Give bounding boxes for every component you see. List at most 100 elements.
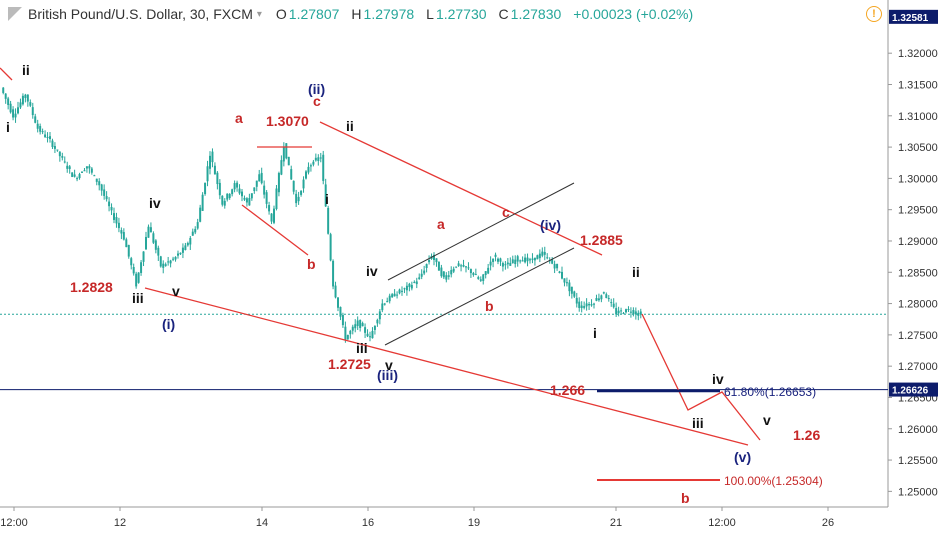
candle-body (300, 190, 303, 195)
candle-body (526, 257, 529, 262)
candle-body (191, 231, 194, 236)
candle-body (167, 261, 170, 263)
price-1-2828: 1.2828 (70, 279, 113, 295)
y-tick-label: 1.25000 (898, 486, 938, 498)
candle-body (88, 166, 91, 169)
candle-body (344, 326, 347, 340)
candle-body (423, 270, 426, 274)
price-1-3070: 1.3070 (266, 113, 309, 129)
candle-body (162, 263, 165, 268)
candle-body (125, 239, 128, 248)
warning-icon[interactable]: ! (866, 6, 882, 22)
candle-body (194, 228, 197, 233)
candle-body (189, 237, 192, 245)
wave-ii-b-label: ii (346, 118, 354, 134)
wave-b2-label: b (485, 298, 494, 314)
candle-body (509, 262, 512, 266)
candle-body (563, 278, 566, 283)
channel-upper[interactable] (387, 182, 575, 281)
projection-path[interactable] (641, 313, 761, 441)
candle-body (31, 107, 34, 116)
x-tick-label: 19 (468, 517, 480, 529)
upper-trendline[interactable] (319, 121, 603, 256)
candle-body (334, 285, 337, 298)
candle-body (585, 303, 588, 307)
candle-body (275, 188, 278, 210)
candle-body (477, 277, 480, 279)
candle-body (497, 258, 499, 262)
wave-b-line[interactable] (241, 204, 309, 256)
candle-body (56, 149, 59, 151)
candle-body (93, 175, 96, 177)
candle-body (359, 319, 362, 328)
wave-a-label: a (235, 110, 243, 126)
candle-body (295, 193, 298, 204)
candle-body (361, 323, 364, 327)
candle-body (95, 178, 98, 182)
candle-body (492, 258, 495, 262)
candle-body (531, 258, 534, 260)
candle-body (226, 193, 229, 200)
candle-body (7, 98, 10, 105)
candle-body (332, 260, 335, 287)
candle-body (29, 102, 32, 106)
fib-618-label: 61.80%(1.26653) (724, 385, 816, 399)
x-tick-label: 26 (822, 517, 834, 529)
dropdown-chevron-icon[interactable]: ▾ (256, 8, 262, 20)
candle-body (521, 260, 524, 262)
candle-body (433, 254, 435, 260)
wave-i-b-label: i (325, 191, 329, 207)
candle-body (627, 309, 630, 311)
price-1-266: 1.266 (550, 382, 585, 398)
start-line[interactable] (0, 67, 13, 81)
candle-body (632, 310, 635, 315)
candle-body (442, 271, 445, 278)
open-label: O (275, 6, 287, 22)
candle-body (66, 165, 69, 169)
candle-body (506, 262, 509, 265)
candle-body (201, 194, 204, 211)
candle-body (314, 157, 317, 161)
candle-body (12, 109, 15, 118)
wave-ii-c-label: ii (632, 264, 640, 280)
price-badge-bg (889, 9, 938, 24)
wave-iii-c-label: iii (692, 415, 704, 431)
candle-body (346, 334, 349, 340)
lower-trendline[interactable] (144, 287, 749, 446)
candle-body (376, 319, 379, 324)
candle-body (396, 294, 399, 296)
candle-body (258, 174, 261, 182)
candle-body (179, 252, 182, 255)
candle-body (469, 269, 472, 274)
candle-body (494, 254, 497, 257)
candle-body (440, 267, 443, 277)
y-tick-label: 1.30000 (898, 173, 938, 185)
drawing-tools[interactable] (0, 67, 761, 481)
price-badge-label: 1.26626 (892, 386, 929, 397)
candle-body (516, 256, 519, 262)
candle-body (403, 288, 406, 290)
candle-body (388, 295, 391, 302)
candle-body (398, 289, 401, 294)
candle-body (575, 297, 578, 304)
candle-body (24, 94, 27, 99)
candle-body (169, 260, 172, 264)
candle-body (46, 136, 49, 138)
candle-body (132, 266, 135, 274)
candle-body (186, 243, 189, 246)
candle-body (556, 263, 559, 269)
y-tick-label: 1.25500 (898, 455, 938, 467)
candle-body (445, 275, 448, 280)
candle-body (250, 193, 253, 199)
candle-body (450, 270, 453, 275)
candle-body (364, 327, 367, 333)
candle-body (302, 179, 305, 189)
wave-i-c-label: i (593, 325, 597, 341)
channel-lower[interactable] (384, 247, 575, 346)
wave-paren-iii-label: (iii) (377, 367, 398, 383)
candle-body (605, 294, 608, 298)
candle-body (393, 293, 396, 297)
x-tick-label: 21 (610, 517, 622, 529)
symbol-title[interactable]: British Pound/U.S. Dollar, 30, FXCM (28, 6, 253, 22)
